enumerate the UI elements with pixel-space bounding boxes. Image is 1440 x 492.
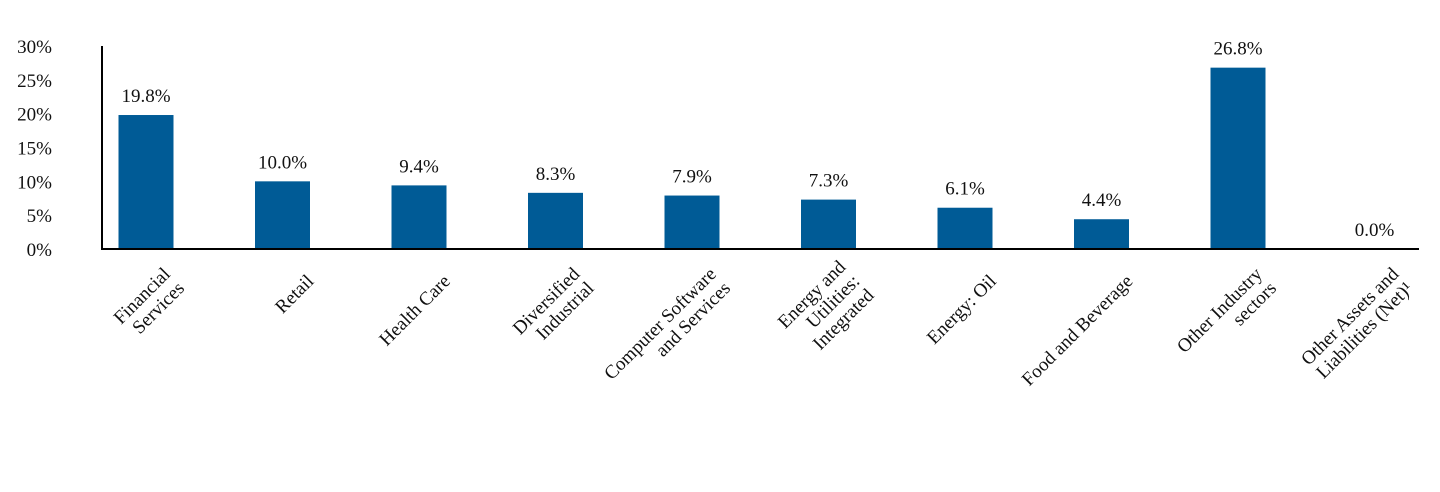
y-tick-label: 0% xyxy=(27,240,53,261)
x-tick-label: Retail xyxy=(271,271,318,318)
y-tick-label: 25% xyxy=(17,71,52,92)
svg-text:FinancialServices: FinancialServices xyxy=(110,264,189,343)
category-labels: FinancialServices Retail Health Care Divers… xyxy=(110,256,1418,399)
bar xyxy=(391,185,447,249)
bar xyxy=(664,195,720,249)
y-tick-label: 5% xyxy=(27,206,53,227)
bar xyxy=(118,115,174,250)
bar xyxy=(1210,67,1266,249)
svg-text:Food and Beverage: Food and Beverage xyxy=(1018,271,1137,390)
x-tick-label: Food and Beverage xyxy=(1018,271,1137,390)
bar xyxy=(937,207,993,249)
bar xyxy=(801,199,856,249)
svg-text:Energy: Oil: Energy: Oil xyxy=(923,271,1001,349)
bar xyxy=(528,192,583,249)
y-tick-label: 10% xyxy=(17,172,52,193)
x-tick-label: Computer Softwareand Services xyxy=(600,264,735,399)
data-label: 7.3% xyxy=(809,171,849,192)
x-tick-label: DiversifiedIndustrial xyxy=(509,264,599,354)
x-tick-label: Other Assets andLiabilities (Net)¹ xyxy=(1297,264,1417,384)
y-axis-ticks: 0% 5% 10% 15% 20% 25% 30% xyxy=(17,37,52,261)
data-label: 4.4% xyxy=(1082,190,1122,211)
data-labels: 19.8% 10.0% 9.4% 8.3% 7.9% 7.3% 6.1% 4.4% 26.8% 0… xyxy=(121,39,1394,241)
data-label: 9.4% xyxy=(399,156,439,177)
x-tick-label: Energy: Oil xyxy=(923,271,1001,349)
x-tick-label: Other Industrysectors xyxy=(1173,264,1281,372)
x-tick-label: FinancialServices xyxy=(110,264,189,343)
x-tick-label: Energy andUtilities:Integrated xyxy=(774,256,879,361)
data-label: 0.0% xyxy=(1355,220,1395,241)
x-tick-label: Health Care xyxy=(375,271,454,350)
y-tick-label: 30% xyxy=(17,37,52,58)
svg-text:Computer Softwareand Services: Computer Softwareand Services xyxy=(600,264,735,399)
y-tick-label: 20% xyxy=(17,105,52,126)
data-label: 10.0% xyxy=(258,152,307,173)
svg-text:Retail: Retail xyxy=(271,271,318,318)
svg-text:Other Assets andLiabilities (N: Other Assets andLiabilities (Net)¹ xyxy=(1297,264,1417,384)
data-label: 6.1% xyxy=(945,179,985,200)
bars xyxy=(118,67,1266,250)
y-tick-label: 15% xyxy=(17,139,52,160)
data-label: 7.9% xyxy=(672,167,712,188)
svg-text:Health Care: Health Care xyxy=(375,271,454,350)
bar xyxy=(1074,219,1129,249)
bar xyxy=(255,181,310,249)
data-label: 26.8% xyxy=(1213,39,1262,60)
data-label: 8.3% xyxy=(536,164,576,185)
data-label: 19.8% xyxy=(121,86,170,107)
svg-text:Energy andUtilities:Integrated: Energy andUtilities:Integrated xyxy=(774,256,879,361)
svg-text:Other Industrysectors: Other Industrysectors xyxy=(1173,264,1281,372)
svg-text:DiversifiedIndustrial: DiversifiedIndustrial xyxy=(509,264,599,354)
